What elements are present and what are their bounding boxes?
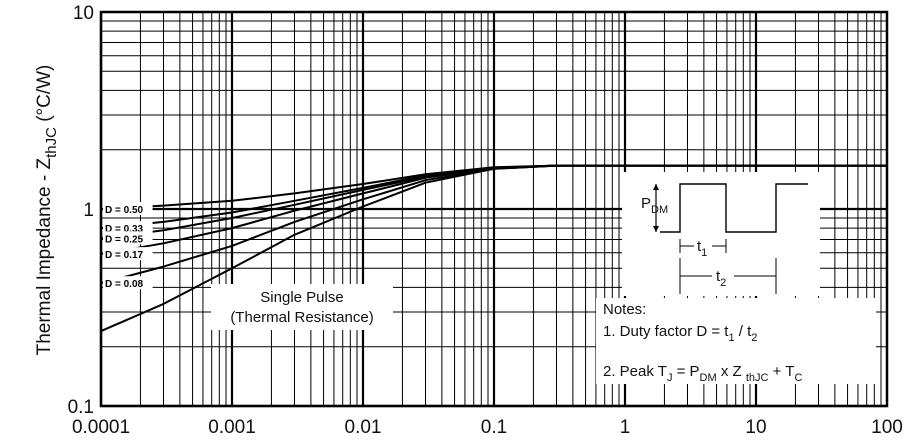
x-tick-label: 0.1	[481, 417, 507, 438]
duty-label: D = 0.33	[105, 224, 144, 235]
duty-label-bg	[103, 231, 153, 245]
t2-label: t	[716, 268, 721, 285]
curves	[100, 164, 887, 333]
duty-label: D = 0.08	[105, 279, 144, 290]
duty-labels: D = 0.50 D = 0.33D = 0.25 D = 0.17 D = 0.08	[103, 202, 153, 290]
y-axis-label: Thermal Impedance - ZthJC (°C/W)	[34, 65, 60, 356]
y-label-unit: (°C/W)	[34, 65, 55, 122]
duty-label-bg	[103, 276, 153, 290]
series-line	[100, 164, 887, 333]
notes-title: Notes:	[603, 301, 646, 318]
x-tick-label: 0.001	[208, 417, 256, 438]
single-pulse-label: Single Pulse	[260, 289, 343, 306]
notes-box: Notes: 1. Duty factor D = t1 / t2 2. Pea…	[596, 298, 876, 384]
y-tick-label: 0.1	[68, 397, 94, 418]
plot-frame	[99, 10, 889, 408]
x-tick-label: 0.0001	[72, 417, 130, 438]
thermal-resistance-label: (Thermal Resistance)	[230, 309, 373, 326]
note-1: 1. Duty factor D = t1 / t2	[603, 323, 757, 344]
y-tick-label: 10	[73, 3, 94, 24]
y-tick-labels: 0.1 1 10	[68, 3, 94, 418]
svg-text:PDM: PDM	[641, 195, 668, 216]
svg-text:Thermal Impedance - ZthJC (°C: Thermal Impedance - ZthJC (°C/W)	[34, 65, 60, 356]
pdm-label: P	[641, 195, 651, 212]
single-pulse-annotation: Single Pulse (Thermal Resistance)	[211, 284, 393, 330]
svg-text:t1: t1	[697, 238, 707, 259]
duty-label: D = 0.17	[105, 250, 144, 261]
x-tick-label: 0.01	[345, 417, 382, 438]
duty-label-bg	[103, 202, 153, 215]
y-label-sub: thJC	[43, 127, 60, 158]
duty-label-bg	[103, 221, 153, 235]
t1-label: t	[697, 238, 702, 255]
pulse-diagram: PDM t1 t2	[622, 172, 820, 296]
x-tick-label: 100	[871, 417, 903, 438]
x-tick-labels: 0.0001 0.001 0.01 0.1 1 10 100	[72, 417, 903, 438]
note-2: 2. Peak TJ = PDM x Z thJC + TC	[603, 363, 802, 384]
duty-label: D = 0.25	[105, 234, 144, 245]
y-tick-label: 1	[83, 200, 94, 221]
x-tick-label: 10	[745, 417, 766, 438]
duty-label: D = 0.50	[105, 205, 144, 216]
duty-label-bg	[103, 247, 153, 261]
x-tick-label: 1	[620, 417, 631, 438]
y-label-main: Thermal Impedance - Z	[34, 158, 55, 356]
svg-text:t2: t2	[716, 268, 726, 289]
